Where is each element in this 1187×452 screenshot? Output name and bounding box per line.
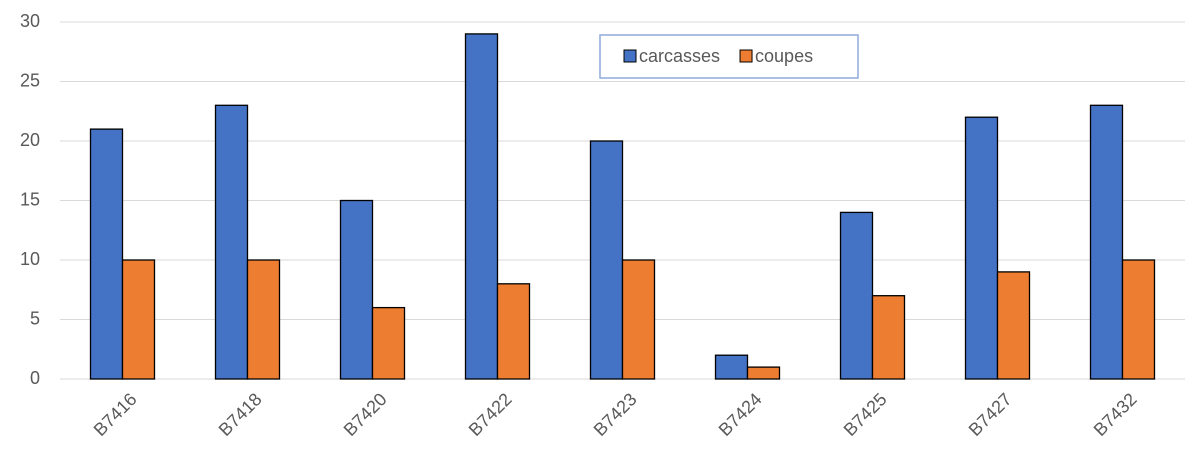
x-tick-label: B7427 xyxy=(965,389,1016,440)
y-tick-label: 0 xyxy=(30,368,40,388)
bar xyxy=(89,128,124,380)
bar xyxy=(1121,259,1156,380)
bar xyxy=(714,354,749,380)
bar xyxy=(339,199,374,380)
bar xyxy=(621,259,656,380)
bar xyxy=(496,283,531,380)
bar xyxy=(746,366,781,380)
legend-box xyxy=(599,34,859,79)
x-tick-label: B7425 xyxy=(840,389,891,440)
legend-label: carcasses xyxy=(639,46,720,66)
bar xyxy=(589,140,624,380)
x-tick-label: B7423 xyxy=(590,389,641,440)
legend-swatch xyxy=(739,49,753,63)
x-tick-label: B7418 xyxy=(215,389,266,440)
x-tick-label: B7432 xyxy=(1090,389,1141,440)
x-tick-label: B7416 xyxy=(90,389,141,440)
bar xyxy=(871,295,906,380)
bar xyxy=(214,104,249,380)
y-tick-label: 5 xyxy=(30,308,40,328)
bar xyxy=(1089,104,1124,380)
y-tick-label: 20 xyxy=(20,130,40,150)
legend-label: coupes xyxy=(755,46,813,66)
bar xyxy=(996,271,1031,380)
bar xyxy=(371,306,406,380)
bar xyxy=(246,259,281,380)
x-tick-label: B7424 xyxy=(715,389,766,440)
bar xyxy=(839,211,874,380)
y-tick-label: 30 xyxy=(20,11,40,31)
y-tick-label: 10 xyxy=(20,249,40,269)
legend-swatch xyxy=(623,49,637,63)
y-tick-label: 15 xyxy=(20,189,40,209)
y-tick-label: 25 xyxy=(20,70,40,90)
x-tick-label: B7422 xyxy=(465,389,516,440)
bar xyxy=(464,33,499,380)
bar xyxy=(964,116,999,380)
x-tick-label: B7420 xyxy=(340,389,391,440)
bar xyxy=(121,259,156,380)
